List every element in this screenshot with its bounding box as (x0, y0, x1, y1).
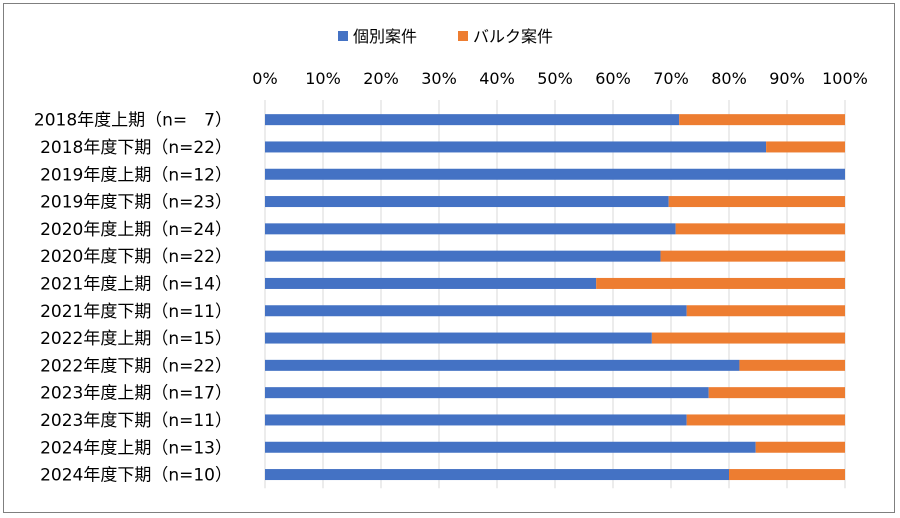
y-category-label: 2019年度下期（n=23） (40, 193, 232, 213)
bar-segment-individual (265, 114, 680, 126)
bar-segment-individual (265, 359, 740, 371)
x-tick-label: 50% (537, 69, 573, 88)
bar-segment-bulk (660, 250, 845, 262)
bar-segment-bulk (739, 359, 845, 371)
legend-label: 個別案件 (353, 27, 417, 46)
bar-segment-individual (265, 332, 652, 344)
y-category-label: 2020年度下期（n=22） (40, 247, 232, 267)
x-tick-label: 70% (653, 69, 689, 88)
y-category-label: 2024年度上期（n=13） (40, 438, 232, 458)
x-tick-label: 60% (595, 69, 631, 88)
y-category-label: 2019年度上期（n=12） (40, 165, 232, 185)
bar-segment-individual (265, 305, 687, 317)
x-tick-label: 80% (711, 69, 747, 88)
legend-swatch (458, 31, 468, 41)
bar-segment-bulk (668, 196, 845, 208)
bar-segment-individual (265, 141, 767, 153)
legend-swatch (338, 31, 348, 41)
x-tick-label: 0% (252, 69, 277, 88)
x-tick-label: 20% (363, 69, 399, 88)
y-category-label: 2018年度下期（n=22） (40, 138, 232, 158)
y-category-label: 2021年度上期（n=14） (40, 274, 232, 294)
bar-segment-bulk (686, 305, 845, 317)
legend: 個別案件 バルク案件 (338, 27, 553, 46)
x-tick-label: 90% (769, 69, 805, 88)
bar-segment-individual (265, 441, 756, 453)
y-category-label: 2023年度下期（n=11） (40, 411, 232, 431)
x-tick-label: 10% (305, 69, 341, 88)
bar-segment-bulk (651, 332, 845, 344)
y-category-label: 2022年度上期（n=15） (40, 329, 232, 349)
x-axis-ticks: 0% 10% 20% 30% 40% 50% 60% 70% 80% 90% 100% (252, 69, 868, 88)
bar-segment-individual (265, 250, 661, 262)
bar-segment-bulk (708, 387, 845, 399)
y-category-label: 2024年度下期（n=10） (40, 466, 232, 486)
bar-segment-individual (265, 387, 709, 399)
bar-segment-bulk (686, 414, 845, 426)
bar-segment-bulk (596, 277, 845, 289)
bar-segment-bulk (679, 114, 845, 126)
bars (265, 114, 845, 481)
bar-segment-individual (265, 223, 676, 235)
bar-segment-bulk (729, 469, 845, 481)
gridlines (264, 100, 846, 489)
y-axis-labels: 2018年度上期（n= 7） 2018年度下期（n=22） 2019年度上期（n=1… (34, 111, 232, 486)
bar-segment-bulk (675, 223, 845, 235)
bar-segment-individual (265, 196, 669, 208)
y-category-label: 2018年度上期（n= 7） (34, 111, 232, 131)
bar-segment-bulk (755, 441, 845, 453)
x-tick-label: 30% (421, 69, 457, 88)
x-tick-label: 40% (479, 69, 515, 88)
y-category-label: 2021年度下期（n=11） (40, 302, 232, 322)
bar-segment-individual (265, 469, 729, 481)
y-category-label: 2022年度下期（n=22） (40, 356, 232, 376)
bar-segment-individual (265, 277, 597, 289)
x-tick-label: 100% (822, 69, 868, 88)
legend-label: バルク案件 (473, 27, 553, 46)
bar-segment-individual (265, 414, 687, 426)
bar-segment-individual (265, 168, 845, 180)
y-category-label: 2020年度上期（n=24） (40, 220, 232, 240)
y-category-label: 2023年度上期（n=17） (40, 384, 232, 404)
bar-segment-bulk (766, 141, 845, 153)
